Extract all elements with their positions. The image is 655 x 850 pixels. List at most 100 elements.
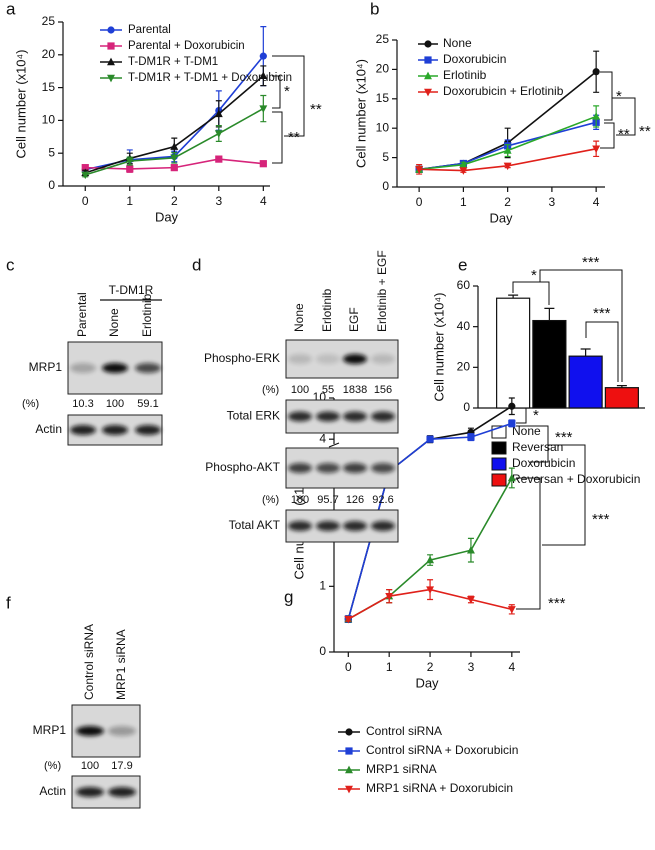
marker <box>345 728 353 736</box>
panel-letter: c <box>6 255 15 274</box>
marker <box>592 145 601 154</box>
y-tick-label: 20 <box>376 62 390 76</box>
lane-label: None <box>292 303 306 332</box>
marker <box>459 160 468 168</box>
percent-value: 92.6 <box>372 494 393 506</box>
marker <box>107 42 115 50</box>
band <box>371 411 395 422</box>
panel-letter: f <box>6 593 11 612</box>
blot-label: Total AKT <box>229 518 281 532</box>
lane-label: None <box>107 308 121 337</box>
bracket <box>272 55 305 137</box>
x-tick-label: 3 <box>549 195 556 209</box>
band <box>70 363 96 373</box>
band <box>135 425 161 435</box>
axis-break <box>328 442 340 448</box>
marker <box>592 112 601 120</box>
series-line <box>419 115 597 171</box>
blot-label: MRP1 <box>33 723 67 737</box>
legend-label: Doxorubicin <box>512 456 575 470</box>
y-tick-label: 20 <box>42 47 56 61</box>
y-tick-label: 1 <box>319 579 326 593</box>
marker <box>81 171 90 180</box>
y-tick-label: 60 <box>457 278 471 292</box>
lane-label: Control siRNA <box>82 624 96 700</box>
marker <box>415 166 424 174</box>
percent-value: 17.9 <box>111 760 132 772</box>
marker <box>107 74 115 83</box>
x-tick-label: 2 <box>171 194 178 208</box>
blot-label: Actin <box>35 422 62 436</box>
bracket <box>539 269 623 382</box>
legend-swatch <box>491 441 507 455</box>
y-axis-label: Cell number (x10⁴) <box>13 50 28 159</box>
lane-label: EGF <box>347 307 361 332</box>
x-tick-label: 4 <box>593 195 600 209</box>
series-line <box>419 147 597 172</box>
significance: ** <box>310 101 322 118</box>
marker <box>170 164 178 172</box>
bar <box>568 355 603 409</box>
marker <box>424 88 432 97</box>
legend-label: MRP1 siRNA <box>366 762 437 776</box>
x-tick-label: 1 <box>386 660 393 674</box>
marker <box>507 606 516 614</box>
legend-label: Reversan + Doxorubicin <box>512 472 640 486</box>
panel-letter: e <box>458 255 467 274</box>
bracket <box>600 122 615 149</box>
band <box>316 463 340 473</box>
bar <box>496 297 531 409</box>
lane-label: Erlotinib <box>140 293 154 337</box>
y-tick-label: 10 <box>376 120 390 134</box>
y-tick-label: 15 <box>42 80 56 94</box>
x-tick-label: 0 <box>416 195 423 209</box>
marker <box>467 433 475 441</box>
marker <box>259 160 267 168</box>
significance: * <box>533 407 539 424</box>
y-tick-label: 0 <box>48 178 55 192</box>
legend-label: Control siRNA + Doxorubicin <box>366 743 518 757</box>
marker <box>426 586 435 594</box>
y-tick-label: 25 <box>42 14 56 28</box>
percent-value: 100 <box>106 398 124 410</box>
significance: ** <box>618 126 630 143</box>
error-bar <box>580 348 591 357</box>
legend-label: None <box>512 424 541 438</box>
significance: *** <box>555 429 573 446</box>
y-tick-label: 40 <box>457 319 471 333</box>
significance: ** <box>639 123 651 140</box>
significance: *** <box>593 305 611 322</box>
marker <box>214 130 223 138</box>
marker <box>107 26 115 34</box>
significance: *** <box>582 254 600 271</box>
error-bar <box>544 307 555 321</box>
marker <box>592 68 600 76</box>
bracket <box>600 71 613 121</box>
band <box>76 787 104 797</box>
y-tick-label: 15 <box>376 91 390 105</box>
band <box>108 787 136 797</box>
y-tick-label: 25 <box>376 32 390 46</box>
panel-letter: d <box>192 255 201 274</box>
x-tick-label: 0 <box>345 660 352 674</box>
y-tick-label: 0 <box>463 400 470 414</box>
legend-label: MRP1 siRNA + Doxorubicin <box>366 781 513 795</box>
blot-label: Actin <box>39 784 66 798</box>
blot-label: Phospho-AKT <box>205 460 280 474</box>
x-tick-label: 0 <box>82 194 89 208</box>
legend-label: Parental + Doxorubicin <box>128 40 245 52</box>
band <box>102 363 128 373</box>
bracket <box>585 321 619 382</box>
lane-label: MRP1 siRNA <box>114 629 128 700</box>
marker <box>259 71 268 80</box>
percent-value: 55 <box>322 384 334 396</box>
y-axis-label: Cell number (x10⁴) <box>353 59 368 168</box>
marker <box>107 57 115 66</box>
marker <box>344 615 353 624</box>
band <box>288 354 312 364</box>
y-tick-label: 4 <box>319 431 326 445</box>
marker <box>508 419 516 428</box>
band <box>135 363 161 373</box>
percent-label: (%) <box>22 398 39 410</box>
